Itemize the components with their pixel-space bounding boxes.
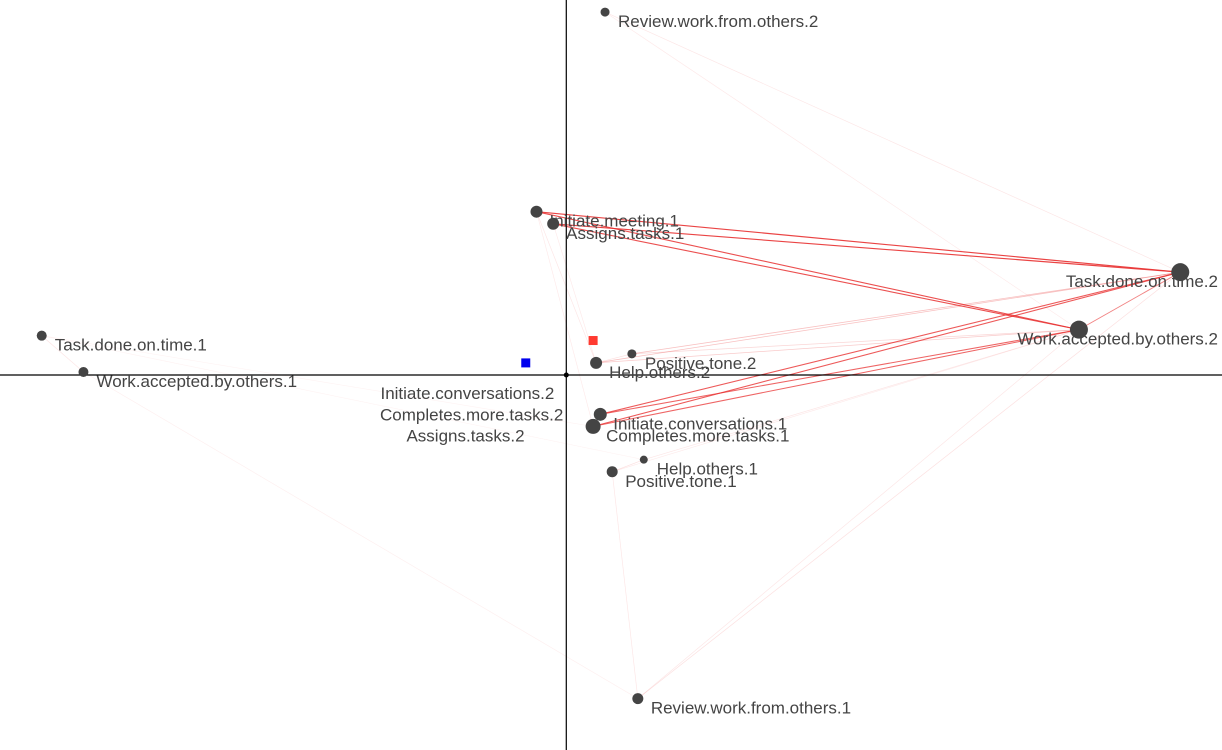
node-label-tdt2: Task.done.on.time.2 [1066, 272, 1218, 291]
node-wab2 [1069, 320, 1088, 339]
free-label-2: Assigns.tasks.2 [406, 427, 524, 446]
edge-rwo1-wab2 [637, 329, 1080, 699]
node-rwo1 [632, 693, 644, 705]
node-label-at1: Assigns.tasks.1 [566, 224, 684, 243]
edge-cmt1-wab2 [593, 329, 1080, 427]
node-cmt1 [585, 418, 601, 434]
edge-ho2-pt2 [596, 353, 632, 364]
group-point-0 [588, 336, 598, 346]
node-label-ho1: Help.others.1 [657, 460, 758, 479]
edge-ic1-wab2 [600, 329, 1080, 415]
node-label-ic1: Initiate.conversations.1 [613, 414, 787, 433]
node-label-im1: Initiate.meeting.1 [549, 212, 678, 231]
node-at1 [547, 217, 560, 230]
node-label-rwo2: Review.work.from.others.2 [618, 12, 818, 31]
edge-pt1-rwo1 [611, 471, 639, 699]
node-pt2 [627, 349, 637, 359]
edge-rwo2-tdt2 [604, 11, 1181, 273]
node-label-rwo1: Review.work.from.others.1 [651, 699, 851, 718]
node-ho1 [639, 455, 648, 464]
edge-tdt2-wab2 [1078, 271, 1181, 331]
free-label-1: Completes.more.tasks.2 [380, 405, 563, 424]
edge-ho2-wab2 [596, 329, 1079, 364]
edge-ho1-wab2 [643, 329, 1080, 460]
node-ic1 [593, 407, 607, 421]
edge-cmt1-tdt2 [592, 271, 1181, 427]
node-label-wab2: Work.accepted.by.others.2 [1017, 330, 1218, 349]
group-point-1 [521, 358, 531, 368]
edge-pt2-wab2 [631, 329, 1079, 355]
edge-im1-wab2 [536, 211, 1080, 331]
edge-at1-tdt2 [553, 223, 1181, 273]
node-im1 [530, 205, 543, 218]
edge-wab1-rwo1 [83, 371, 638, 699]
edge-ho1-pt1 [612, 459, 644, 473]
node-rwo2 [600, 7, 610, 17]
label-layer: Review.work.from.others.2 Initiate.meetin… [55, 12, 1218, 717]
edge-rwo1-tdt2 [637, 271, 1181, 699]
node-label-pt1: Positive.tone.1 [625, 472, 737, 491]
node-label-pt2: Positive.tone.2 [645, 354, 757, 373]
node-layer [36, 7, 1190, 705]
edge-tdt1-cmt1 [41, 335, 594, 427]
origin-point [563, 372, 569, 378]
edge-tdt1-wab1 [41, 335, 84, 373]
edge-im1-cmt1 [536, 211, 594, 427]
edge-tdt1-ho1 [41, 335, 644, 460]
edge-im1-tdt2 [536, 211, 1181, 273]
node-tdt1 [36, 330, 47, 341]
edge-ic1-tdt2 [600, 271, 1181, 415]
edge-pt1-wab2 [612, 329, 1080, 473]
node-label-tdt1: Task.done.on.time.1 [55, 336, 207, 355]
free-label-0: Initiate.conversations.2 [380, 384, 554, 403]
node-wab1 [78, 366, 89, 377]
node-ho2 [590, 356, 603, 369]
edge-layer [41, 11, 1181, 699]
node-tdt2 [1171, 263, 1190, 282]
edge-at1-wab2 [553, 223, 1080, 331]
edge-ho2-tdt2 [596, 271, 1181, 364]
group-point-layer [521, 336, 598, 368]
node-label-wab1: Work.accepted.by.others.1 [96, 372, 297, 391]
node-label-cmt1: Completes.more.tasks.1 [606, 426, 789, 445]
node-label-ho2: Help.others.2 [609, 363, 710, 382]
edge-rwo2-wab2 [604, 11, 1080, 330]
node-pt1 [606, 466, 618, 478]
edge-pt2-tdt2 [631, 271, 1181, 355]
